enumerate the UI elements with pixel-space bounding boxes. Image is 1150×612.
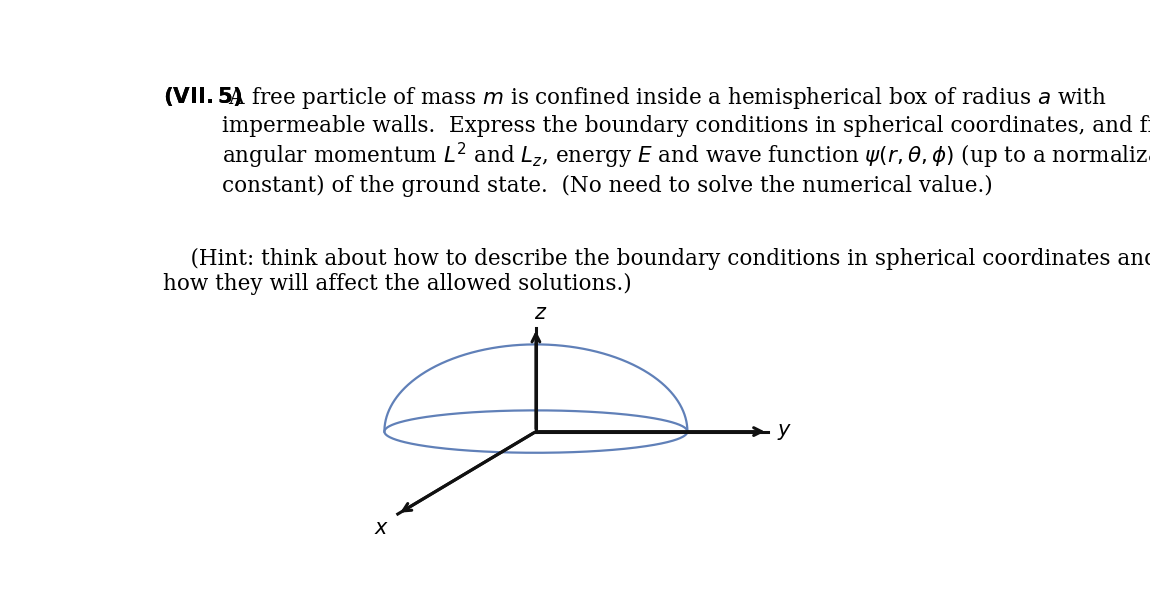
Text: $y$: $y$ xyxy=(776,422,791,442)
Text: $\mathbf{(VII.5)}$: $\mathbf{(VII.5)}$ xyxy=(163,85,243,108)
Text: (Hint: think about how to describe the boundary conditions in spherical coordina: (Hint: think about how to describe the b… xyxy=(163,248,1150,296)
Text: A free particle of mass $m$ is confined inside a hemispherical box of radius $a$: A free particle of mass $m$ is confined … xyxy=(222,85,1150,197)
Text: $x$: $x$ xyxy=(374,519,389,538)
Text: $\mathbf{(VII.5)}$: $\mathbf{(VII.5)}$ xyxy=(163,85,243,108)
Text: $z$: $z$ xyxy=(534,304,547,323)
